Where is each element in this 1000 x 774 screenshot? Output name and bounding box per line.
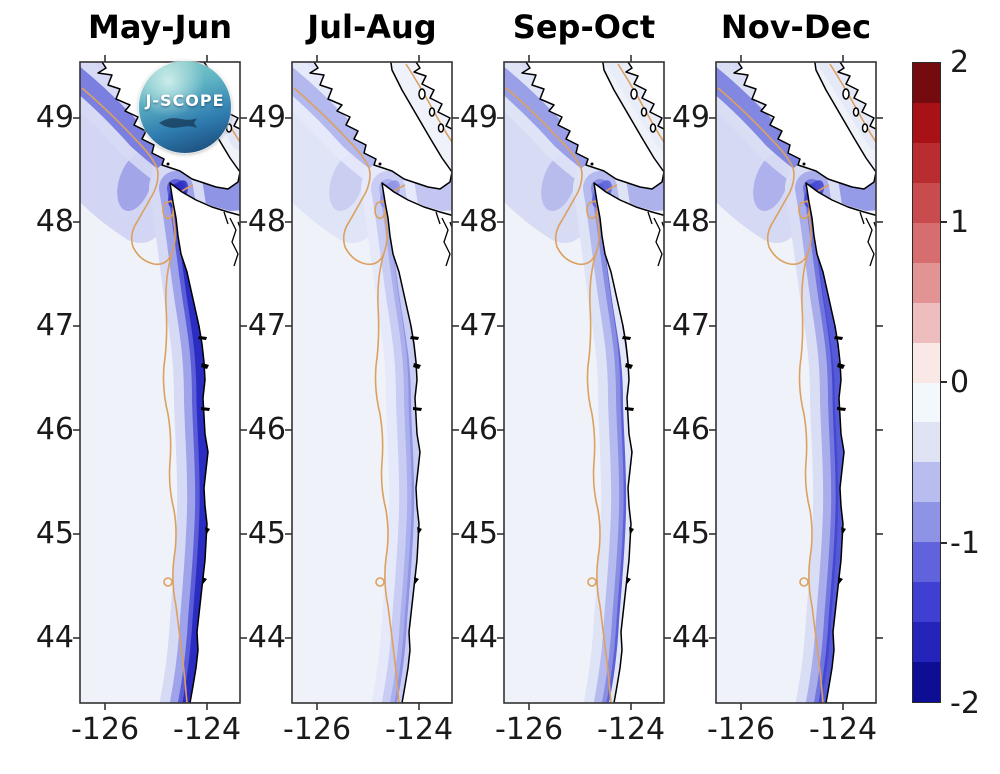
lat-tick-label: 45 [459,516,498,551]
panel-title: Nov-Dec [720,8,872,46]
panel-jul-aug: Jul-Aug 49 48 47 46 45 44 -126 -124 [230,0,510,774]
colorbar-tick [941,381,947,383]
jscope-logo-text: J-SCOPE [145,91,225,110]
lat-tick-label: 49 [459,100,498,135]
lat-tick-label: 46 [247,412,286,447]
lat-tick-label: 48 [671,204,710,239]
lon-tick-label: -126 [70,712,140,747]
lat-tick-label: 44 [671,620,710,655]
panel-title: May-Jun [87,8,233,46]
lon-tick-label: -126 [494,712,564,747]
map-may-jun [72,54,248,711]
lat-tick-label: 45 [671,516,710,551]
colorbar-segment [913,63,940,103]
colorbar-tick [941,542,947,544]
colorbar-segment [913,622,940,663]
colorbar-segment [913,662,940,702]
lat-tick-label: 44 [247,620,286,655]
lat-tick-label: 45 [247,516,286,551]
lat-tick-label: 47 [671,308,710,343]
panel-nov-dec: Nov-Dec 49 48 47 46 45 44 -126 -124 [654,0,934,774]
colorbar-segment [913,302,940,343]
lat-tick-label: 44 [35,620,74,655]
lon-tick-label: -124 [596,712,666,747]
lat-tick-label: 44 [459,620,498,655]
lat-tick-label: 48 [459,204,498,239]
lat-tick-label: 49 [247,100,286,135]
colorbar-segment [913,182,940,223]
lat-tick-label: 47 [247,308,286,343]
jscope-logo: J-SCOPE [139,61,231,153]
colorbar-tick-label: -2 [950,686,980,721]
colorbar-tick-label: 1 [950,205,970,240]
colorbar-tick [941,221,947,223]
lat-tick-label: 45 [35,516,74,551]
panel-title: Sep-Oct [512,8,656,46]
lat-tick-label: 46 [671,412,710,447]
colorbar-segment [913,262,940,303]
lat-tick-label: 48 [247,204,286,239]
colorbar-segment [913,582,940,623]
colorbar-segment [913,422,940,463]
colorbar-segment [913,382,940,423]
colorbar-tick-label: -1 [950,526,980,561]
lon-tick-label: -124 [808,712,878,747]
fish-icon [159,118,197,128]
lat-tick-label: 49 [35,100,74,135]
map-sep-oct [496,54,672,711]
lat-tick-label: 46 [35,412,74,447]
lon-tick-label: -126 [706,712,776,747]
lat-tick-label: 47 [459,308,498,343]
lon-tick-label: -124 [172,712,242,747]
colorbar-segment [913,102,940,143]
panel-sep-oct: Sep-Oct 49 48 47 46 45 44 -126 -124 [442,0,722,774]
colorbar-segment [913,542,940,583]
colorbar-tick-label: 2 [950,45,970,80]
map-nov-dec [708,54,884,711]
colorbar-segment [913,342,940,383]
lat-tick-label: 48 [35,204,74,239]
panel-may-jun: May-Jun 49 48 47 46 45 44 -126 -124 J-SC… [18,0,298,774]
colorbar-segment [913,462,940,503]
colorbar [912,62,941,703]
map-jul-aug [284,54,460,711]
lon-tick-label: -124 [384,712,454,747]
panel-title: Jul-Aug [307,8,437,46]
colorbar-segment [913,222,940,263]
colorbar-segment [913,142,940,183]
colorbar-segment [913,502,940,543]
lat-tick-label: 49 [671,100,710,135]
lat-tick-label: 47 [35,308,74,343]
colorbar-tick-label: 0 [950,365,970,400]
lat-tick-label: 46 [459,412,498,447]
lon-tick-label: -126 [282,712,352,747]
